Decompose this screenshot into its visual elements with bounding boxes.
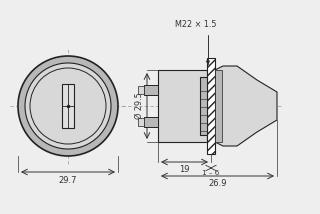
Polygon shape	[215, 70, 222, 142]
Text: 1 – 6: 1 – 6	[202, 170, 220, 176]
Bar	[144, 117, 158, 127]
Bar	[138, 86, 144, 94]
Bar	[207, 58, 215, 154]
Circle shape	[18, 56, 118, 156]
Text: 29.7: 29.7	[59, 176, 77, 185]
Polygon shape	[215, 66, 277, 146]
Circle shape	[25, 63, 111, 149]
Text: M22 × 1.5: M22 × 1.5	[175, 20, 217, 64]
Bar	[144, 85, 158, 95]
Bar	[138, 118, 144, 126]
Bar	[200, 77, 207, 135]
Bar	[158, 70, 207, 142]
Text: 19: 19	[179, 165, 190, 174]
Bar	[62, 84, 74, 128]
Circle shape	[30, 68, 106, 144]
Text: 26.9: 26.9	[208, 179, 227, 188]
Text: Ø 29.5: Ø 29.5	[135, 93, 144, 119]
